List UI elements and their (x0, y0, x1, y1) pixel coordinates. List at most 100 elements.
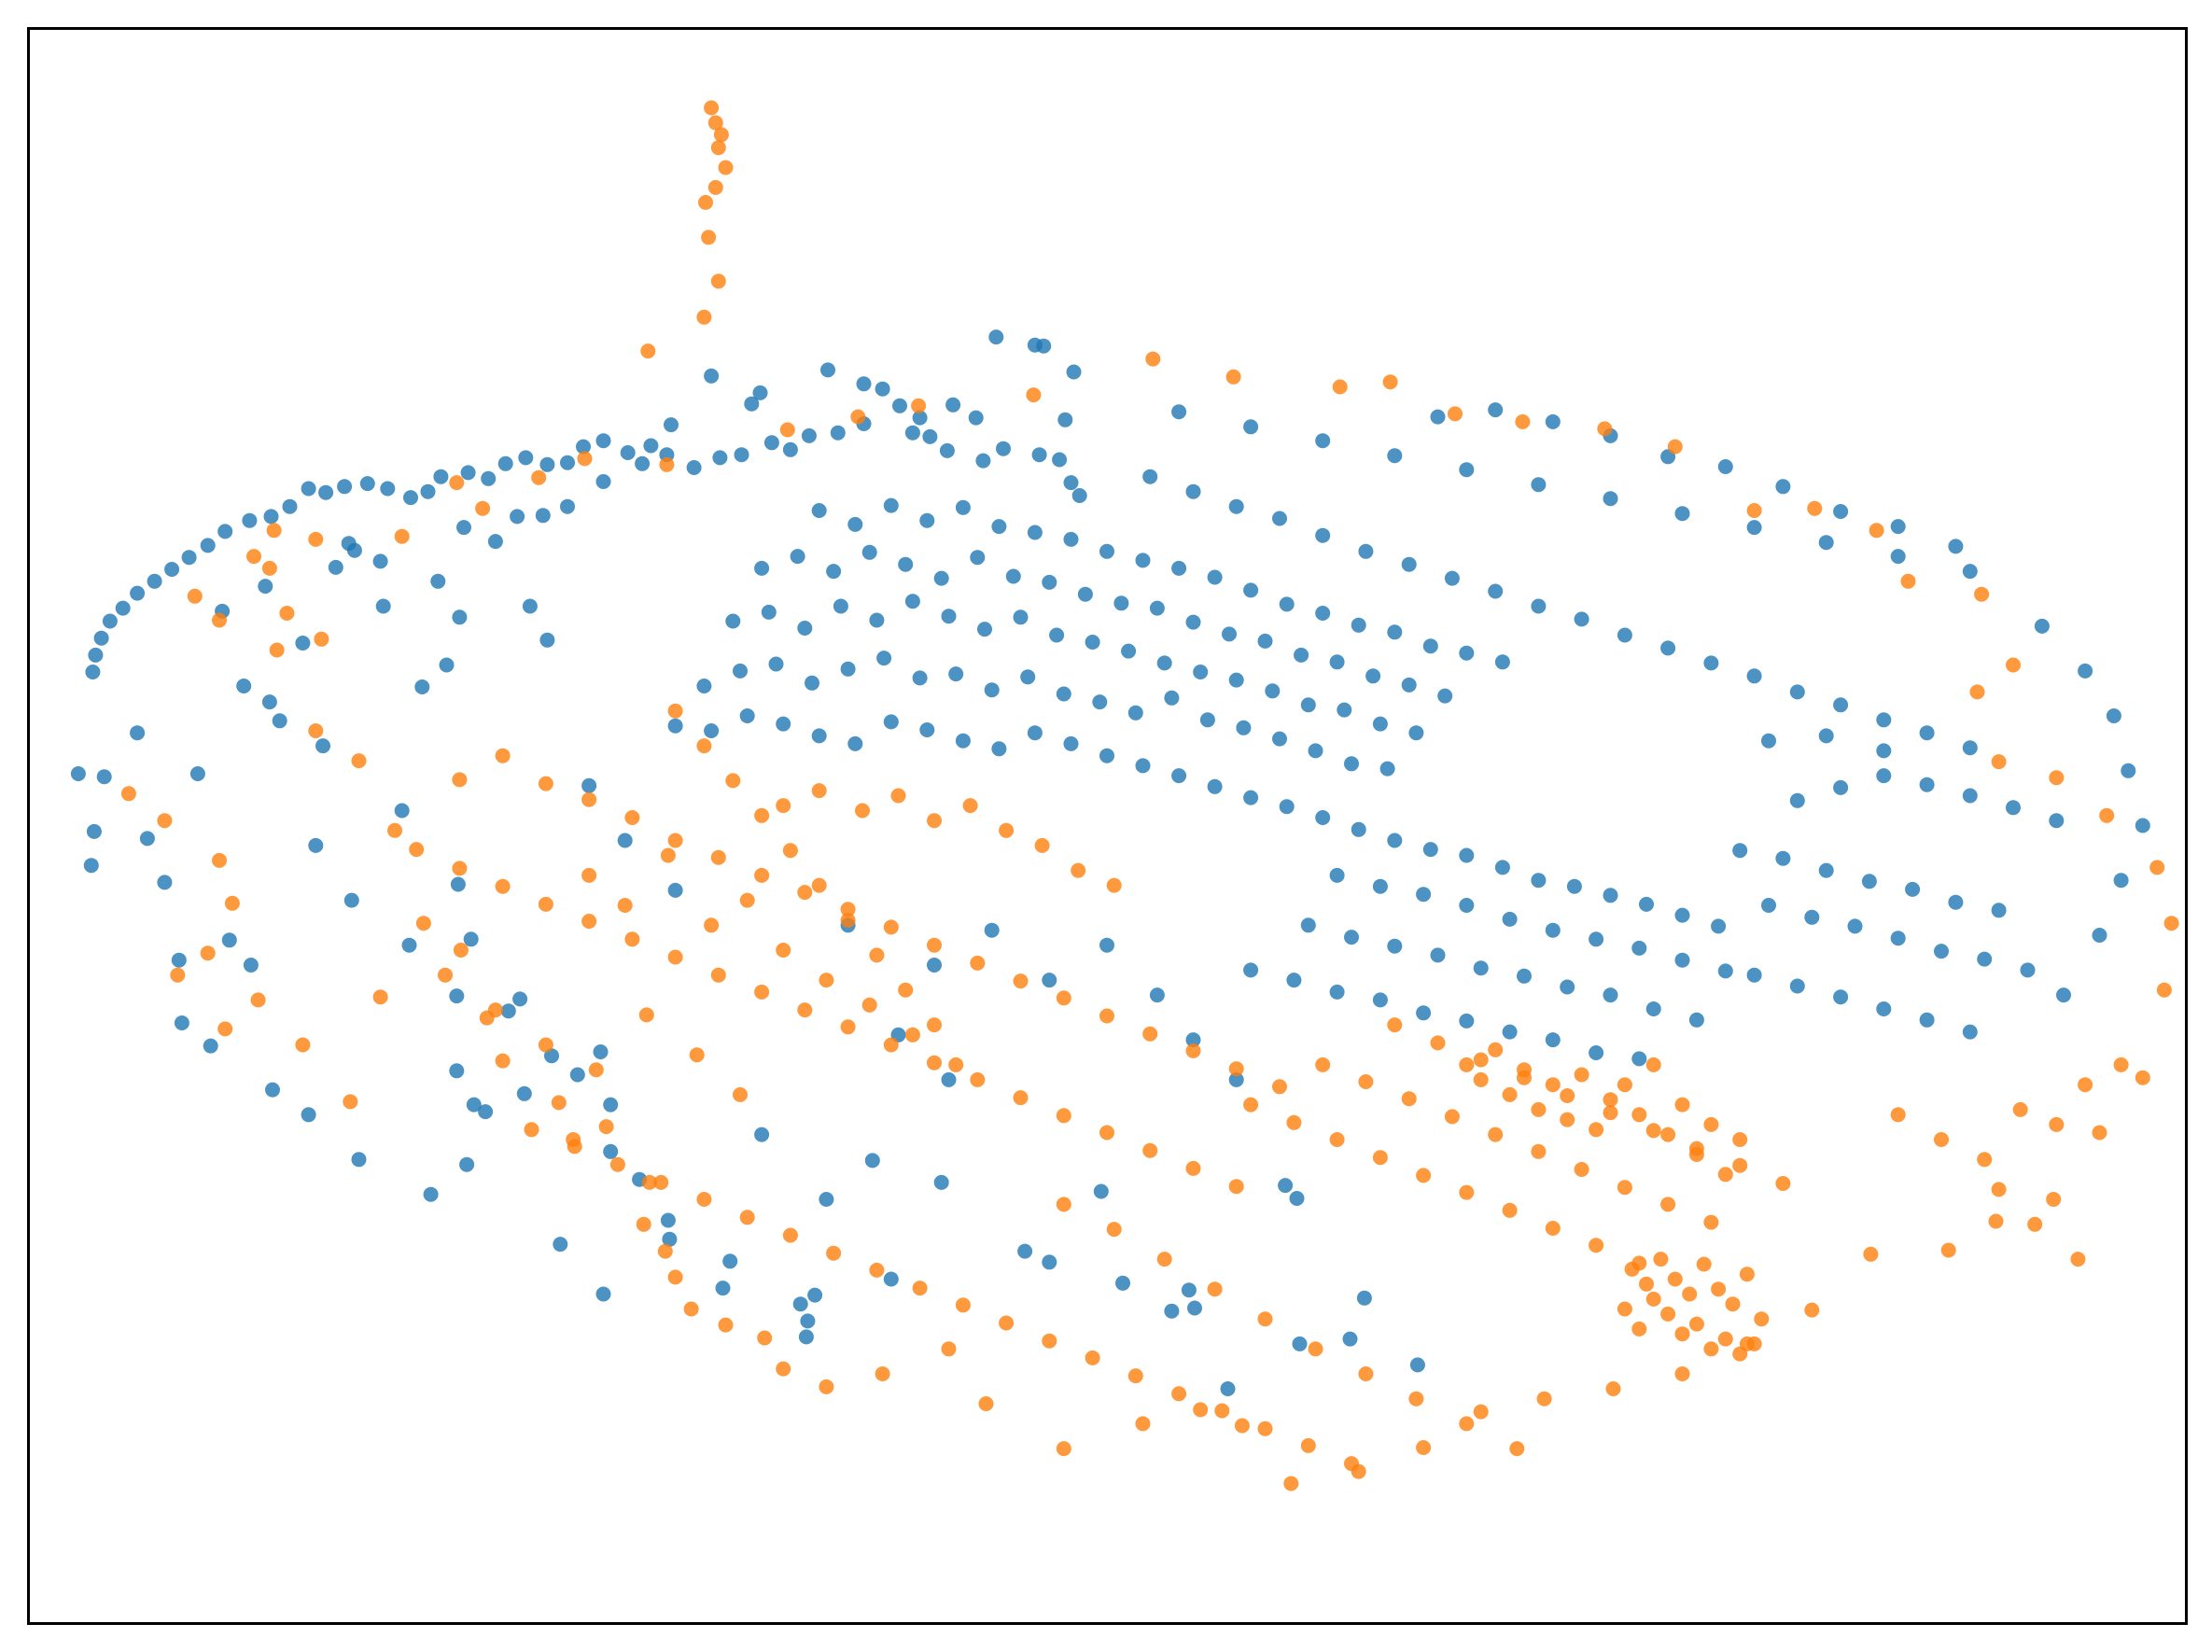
scatter-point (1502, 1024, 1518, 1040)
scatter-point (1185, 614, 1201, 630)
scatter-point (1488, 402, 1504, 418)
scatter-point (1717, 459, 1733, 474)
scatter-point (1222, 626, 1237, 642)
scatter-point (713, 127, 729, 143)
scatter-point (1214, 1403, 1230, 1419)
scatter-point (1337, 702, 1352, 718)
scatter-point (1531, 1101, 1547, 1117)
scatter-point (495, 878, 511, 894)
scatter-point (739, 708, 755, 723)
scatter-point (380, 481, 396, 497)
scatter-point (1703, 1116, 1719, 1132)
scatter-point (941, 1341, 957, 1357)
scatter-point (754, 867, 770, 883)
scatter-point (539, 456, 555, 472)
scatter-point (1617, 627, 1632, 643)
scatter-point (449, 1063, 465, 1079)
scatter-point (466, 1097, 482, 1113)
scatter-point (2006, 657, 2021, 673)
scatter-point (820, 362, 835, 378)
scatter-point (1847, 918, 1863, 934)
scatter-point (1473, 1052, 1489, 1068)
scatter-point (970, 1071, 986, 1087)
scatter-point (939, 442, 955, 458)
scatter-point (1876, 768, 1892, 784)
scatter-point (1300, 917, 1316, 933)
plot-frame (27, 27, 2188, 1625)
scatter-point (174, 1015, 189, 1030)
scatter-point (2163, 916, 2179, 931)
scatter-point (667, 703, 683, 719)
scatter-point (595, 433, 611, 449)
scatter-point (120, 786, 136, 802)
scatter-point (955, 733, 971, 749)
scatter-point (941, 1071, 957, 1087)
scatter-point (212, 852, 227, 868)
scatter-point (1473, 1404, 1489, 1420)
scatter-point (115, 600, 131, 616)
scatter-point (433, 469, 449, 484)
scatter-point (1617, 1301, 1632, 1317)
scatter-point (1171, 560, 1187, 576)
scatter-point (1509, 1441, 1525, 1457)
scatter-point (1042, 973, 1057, 988)
scatter-point (1833, 779, 1849, 795)
scatter-point (1603, 1105, 1618, 1121)
scatter-point (1703, 655, 1719, 671)
scatter-point (1900, 573, 1916, 589)
scatter-point (911, 398, 927, 413)
scatter-point (696, 1192, 712, 1207)
scatter-point (1300, 1437, 1316, 1453)
scatter-point (1639, 1276, 1654, 1292)
scatter-point (181, 550, 197, 566)
scatter-point (403, 490, 418, 506)
scatter-point (242, 512, 258, 528)
scatter-point (1243, 582, 1259, 598)
scatter-point (1286, 1114, 1302, 1130)
scatter-point (1042, 1254, 1057, 1270)
scatter-point (1717, 1167, 1733, 1183)
scatter-point (1775, 479, 1791, 495)
scatter-point (1574, 611, 1589, 627)
scatter-point (243, 958, 259, 973)
scatter-point (314, 631, 329, 647)
scatter-point (883, 1037, 899, 1053)
scatter-point (2078, 1077, 2093, 1093)
scatter-point (2113, 1057, 2129, 1072)
scatter-point (1279, 799, 1295, 815)
scatter-point (1948, 894, 1964, 910)
scatter-point (2099, 807, 2115, 823)
scatter-point (1545, 922, 1561, 938)
scatter-point (1243, 1097, 1259, 1113)
scatter-point (200, 538, 216, 553)
scatter-point (1674, 506, 1690, 522)
scatter-point (535, 508, 551, 524)
scatter-point (1351, 617, 1366, 633)
scatter-point (1545, 413, 1561, 429)
scatter-point (1279, 596, 1295, 612)
scatter-point (1387, 938, 1403, 954)
scatter-point (722, 1253, 738, 1269)
scatter-point (221, 932, 237, 948)
scatter-point (1617, 1180, 1632, 1196)
scatter-point (1358, 1366, 1374, 1381)
scatter-point (1142, 1026, 1158, 1042)
scatter-point (624, 810, 640, 825)
scatter-point (2078, 663, 2093, 679)
scatter-point (1818, 535, 1834, 551)
scatter-point (551, 1095, 567, 1111)
scatter-point (1063, 531, 1079, 547)
scatter-point (1063, 735, 1079, 751)
scatter-point (704, 100, 720, 116)
scatter-point (1502, 1086, 1518, 1102)
scatter-point (779, 422, 795, 438)
scatter-point (715, 1281, 731, 1296)
scatter-point (308, 723, 324, 738)
scatter-point (1149, 600, 1165, 616)
scatter-point (1775, 850, 1791, 866)
scatter-point (696, 738, 712, 754)
scatter-point (203, 1038, 218, 1054)
scatter-point (725, 773, 741, 789)
scatter-point (1473, 1071, 1489, 1087)
scatter-point (217, 1021, 233, 1037)
